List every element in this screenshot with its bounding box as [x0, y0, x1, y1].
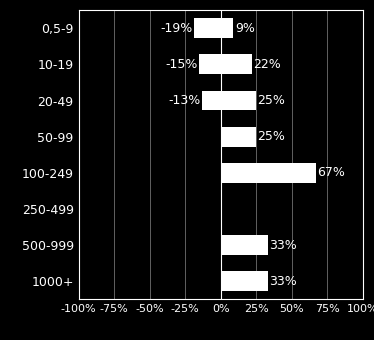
Text: 67%: 67%: [317, 166, 345, 179]
Bar: [194, 18, 221, 38]
Text: 25%: 25%: [258, 130, 285, 143]
Text: -13%: -13%: [169, 94, 201, 107]
Bar: [221, 127, 256, 147]
Text: 22%: 22%: [253, 58, 281, 71]
Bar: [221, 163, 316, 183]
Bar: [202, 90, 221, 110]
Text: 9%: 9%: [235, 22, 255, 35]
Bar: [221, 235, 267, 255]
Bar: [221, 54, 252, 74]
Bar: [221, 18, 233, 38]
Text: 25%: 25%: [258, 94, 285, 107]
Text: 33%: 33%: [269, 275, 297, 288]
Bar: [221, 90, 256, 110]
Text: -19%: -19%: [160, 22, 192, 35]
Bar: [221, 271, 267, 291]
Text: 33%: 33%: [269, 239, 297, 252]
Bar: [199, 54, 221, 74]
Text: -15%: -15%: [166, 58, 198, 71]
